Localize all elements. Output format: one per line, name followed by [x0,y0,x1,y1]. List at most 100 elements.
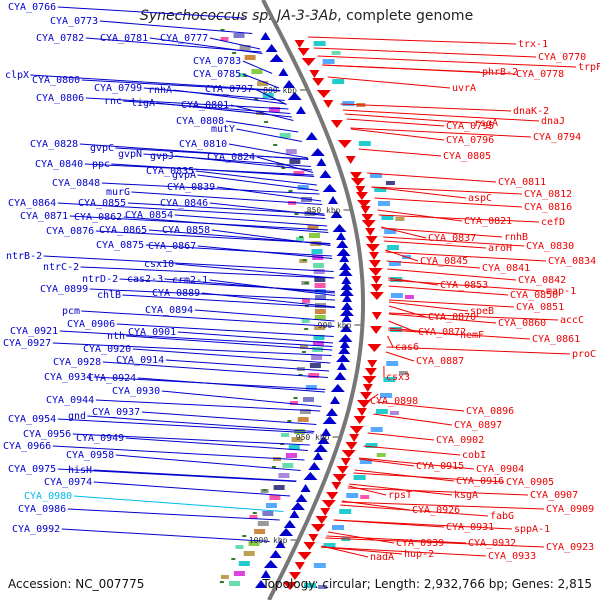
forward-leader-line [195,170,317,186]
forward-gene-block [313,335,325,340]
forward-gene-block [294,429,306,434]
reverse-leader-line [385,249,419,262]
forward-gene-block [233,33,245,38]
forward-gene-label: CYA_0906 [67,319,115,330]
reverse-leader-line [388,301,469,312]
forward-gene-label: CYA_0808 [176,116,224,127]
reverse-gene-block [378,201,390,206]
forward-gene-label: CYA_0966 [3,441,51,452]
reverse-gene-label: cefD [541,217,565,228]
forward-gene-arrow [330,210,343,218]
forward-leader-line [230,104,294,121]
forward-gene-label: CYA_0986 [18,504,66,515]
reverse-gene-arrow [308,534,319,542]
forward-gene-arrow [330,384,345,392]
reverse-gene-block [360,495,370,499]
reverse-gene-arrow [340,458,351,466]
forward-gene-arrow [339,308,354,316]
forward-gene-block [254,529,266,534]
forward-gene-arrow [308,462,321,470]
reverse-leader-line [307,36,517,45]
forward-gene-arrow [295,494,308,502]
reverse-gene-block [323,543,336,548]
forward-leader-line [116,323,334,337]
reverse-leader-line [377,209,463,222]
reverse-leader-line [388,329,531,340]
reverse-gene-label: CYA_0909 [546,504,594,515]
forward-gene-block [293,171,305,176]
reverse-gene-block [389,411,399,415]
reverse-gene-label: CYA_0812 [524,189,572,200]
reverse-leader-line [342,109,540,122]
forward-gene-block [288,445,300,450]
forward-gene-label: rnhA [148,85,172,96]
forward-leader-line [201,292,336,308]
reverse-gene-arrow [294,40,305,48]
forward-gene-arrow [338,346,351,354]
reverse-gene-label: CYA_0897 [454,420,502,431]
forward-gene-label: CYA_0901 [128,327,176,338]
forward-gene-arrow [340,324,353,332]
reverse-gene-arrow [312,78,325,86]
forward-gene-block [309,233,320,238]
forward-gene-arrow [340,282,353,290]
forward-leader-line [81,79,281,92]
reverse-gene-block [385,181,395,185]
reverse-gene-block [381,215,394,220]
forward-leader-line [137,377,325,393]
reverse-gene-block [313,563,326,568]
forward-gene-block [301,319,310,323]
reverse-gene-arrow [361,214,374,222]
forward-gene-label: ligA [131,98,155,109]
reverse-gene-arrow [367,360,378,368]
reverse-leader-line [333,519,513,530]
reverse-leader-line [374,197,523,208]
reverse-gene-arrow [337,140,352,148]
forward-gene-arrow [317,436,330,444]
organism-name: Synechococcus sp. JA-3-3Ab [140,8,338,24]
forward-gene-arrow [278,68,289,76]
forward-gene-block [251,69,263,74]
forward-gene-label: ntrD-2 [82,274,118,285]
forward-gene-label: CYA_0956 [23,429,71,440]
reverse-gene-block [370,173,382,178]
forward-gene-label: CYA_0914 [116,355,164,366]
reverse-gene-arrow [311,524,325,532]
forward-gene-label: CYA_0783 [193,56,241,67]
forward-leader-line [85,97,289,110]
forward-gene-label: crm2-1 [172,275,208,286]
reverse-gene-label: CYA_0898 [370,396,418,407]
reverse-gene-label: CYA_0887 [416,356,464,367]
forward-gene-label: CYA_0801 [181,100,229,111]
forward-gene-block [290,401,298,405]
forward-gene-block [314,309,326,314]
forward-gene-label: CYA_0920 [83,344,131,355]
reverse-gene-arrow [365,228,376,236]
forward-gene-arrow [260,570,271,578]
forward-gene-block [309,363,321,368]
reverse-gene-label: CYA_0861 [532,334,580,345]
reverse-gene-block [332,79,345,84]
forward-gene-block [220,37,229,41]
forward-gene-label: CYA_0835 [146,166,194,177]
forward-gene-label: CYA_0782 [36,33,84,44]
reverse-gene-block [390,293,403,298]
reverse-gene-block [375,409,388,414]
reverse-leader-line [321,64,515,75]
forward-leader-line [225,120,299,133]
reverse-gene-label: CYA_0932 [468,538,516,549]
forward-gene-label: CYA_0777 [160,33,208,44]
forward-gene-arrow [336,240,349,248]
reverse-gene-block [331,51,341,55]
reverse-gene-label: CYA_0850 [510,290,558,301]
forward-leader-line [115,147,309,160]
forward-gene-arrow [332,224,347,232]
scale-tick-label: 850 kbp [307,206,341,215]
forward-gene-label: CYA_0894 [145,305,193,316]
reverse-gene-block [398,371,408,375]
reverse-gene-label: CYA_0872 [418,327,466,338]
reverse-leader-line [344,113,473,124]
forward-gene-label: CYA_0876 [46,226,94,237]
forward-gene-block [302,299,310,303]
forward-gene-label: pcm [62,306,80,317]
